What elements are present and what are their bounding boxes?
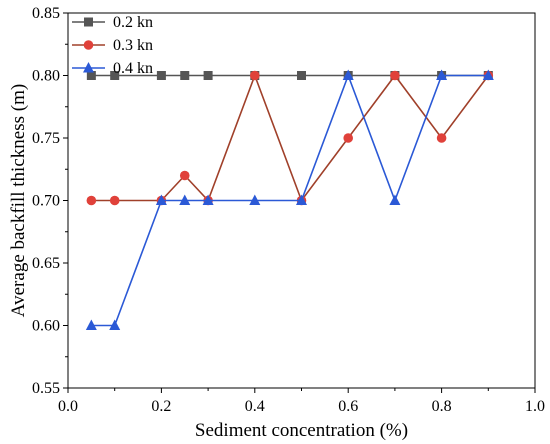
legend-marker [83, 62, 94, 73]
series-0-3-kn [86, 70, 494, 206]
y-tick-label: 0.75 [32, 130, 60, 147]
data-point [179, 194, 191, 205]
x-axis-title: Sediment concentration (%) [195, 420, 408, 441]
y-axis-title: Average backfill thickness (m) [8, 84, 29, 317]
x-tick-label: 0.2 [151, 398, 171, 415]
data-point [343, 133, 354, 143]
data-point [390, 70, 400, 81]
data-point [342, 69, 354, 80]
series-0-4-kn [85, 69, 494, 330]
data-point [180, 71, 190, 80]
data-point [250, 70, 260, 81]
data-point [179, 170, 190, 181]
data-point [110, 71, 120, 80]
legend-label: 0.2 kn [113, 14, 153, 31]
y-tick-label: 0.65 [32, 255, 60, 272]
legend-label: 0.3 kn [113, 37, 153, 54]
x-tick-label: 0.8 [432, 398, 452, 415]
data-point [203, 71, 213, 80]
data-point [389, 194, 401, 205]
data-point [249, 194, 261, 205]
y-tick-label: 0.80 [32, 68, 60, 85]
x-tick-label: 0.0 [58, 398, 78, 415]
data-point [109, 319, 121, 330]
data-point [156, 71, 166, 80]
legend-marker [83, 40, 94, 50]
y-tick-label: 0.85 [32, 5, 60, 22]
legend: 0.2 kn 0.3 kn 0.4 kn [72, 14, 153, 77]
data-point [109, 195, 120, 206]
x-tick-label: 0.4 [245, 398, 265, 415]
y-tick-label: 0.60 [32, 318, 60, 335]
data-point [297, 71, 306, 80]
x-tick-label: 1.0 [525, 398, 545, 415]
series-line [91, 73, 489, 203]
data-point [296, 194, 307, 205]
data-point [86, 195, 97, 206]
y-tick-label: 0.55 [32, 380, 60, 397]
y-tick-label: 0.70 [32, 193, 60, 210]
data-point [202, 194, 214, 205]
data-point [436, 133, 447, 143]
data-point [85, 319, 97, 330]
series-layer [85, 69, 494, 330]
data-point [155, 194, 167, 205]
data-point [86, 71, 96, 80]
y-axis-ticks: 0.55 0.60 0.65 0.70 0.75 0.80 0.85 [32, 5, 68, 397]
data-point [436, 69, 448, 80]
x-axis-ticks: 0.0 0.2 0.4 0.6 0.8 1.0 [58, 388, 545, 415]
data-point [482, 69, 494, 80]
legend-label: 0.4 kn [113, 60, 153, 77]
legend-marker [84, 17, 93, 27]
x-tick-label: 0.6 [338, 398, 358, 415]
